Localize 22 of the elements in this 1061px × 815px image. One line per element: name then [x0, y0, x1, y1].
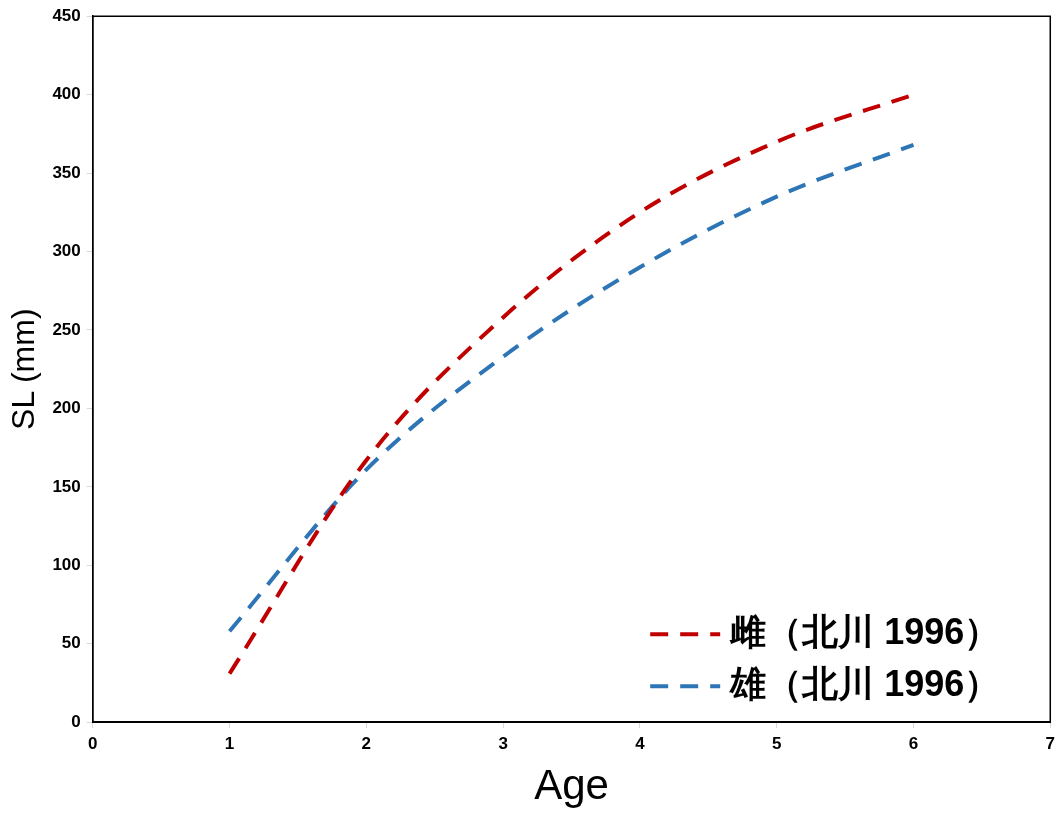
- x-tick-label: 4: [635, 734, 646, 754]
- y-tick-label: 250: [52, 319, 81, 339]
- x-tick-label: 2: [361, 734, 372, 754]
- legend-label: 雌（北川 1996）: [729, 611, 1001, 653]
- x-tick-label: 5: [771, 734, 782, 754]
- y-tick-label: 400: [52, 84, 81, 104]
- y-tick-label: 300: [52, 241, 81, 261]
- x-tick-label: 7: [1045, 734, 1056, 754]
- y-tick-label: 50: [61, 633, 81, 653]
- y-tick-label: 100: [52, 555, 81, 574]
- y-tick-label: 150: [52, 476, 81, 496]
- y-axis-title: SL (mm): [5, 308, 42, 430]
- legend-label: 雄（北川 1996）: [728, 663, 1001, 705]
- x-axis-title: Age: [534, 761, 609, 809]
- y-tick-label: 350: [52, 162, 81, 182]
- y-tick-label: 200: [52, 398, 81, 418]
- x-tick-label: 6: [908, 734, 919, 754]
- y-tick-label: 0: [71, 711, 81, 731]
- y-tick-label: 450: [52, 5, 81, 25]
- x-tick-label: 3: [498, 734, 508, 754]
- x-tick-label: 1: [224, 734, 235, 754]
- x-tick-label: 0: [88, 734, 98, 754]
